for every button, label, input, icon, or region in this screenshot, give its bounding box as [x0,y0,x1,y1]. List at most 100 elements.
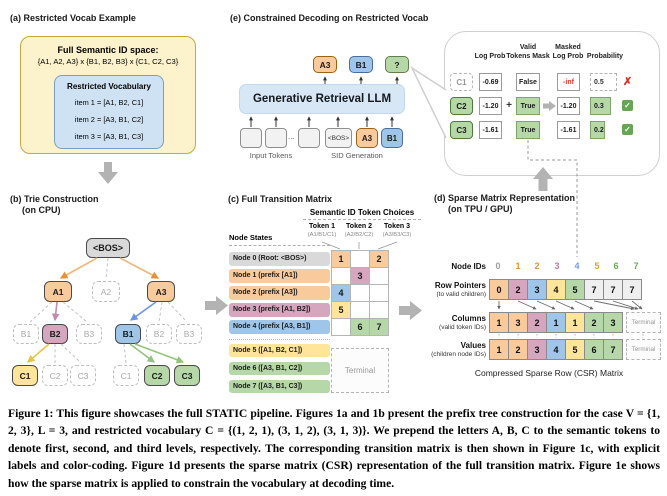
row-pointer-cell: 4 [547,280,565,299]
panel-c-title: (c) Full Transition Matrix [228,194,333,204]
trie-node-c3-left-inactive: C3 [70,365,96,386]
trie-node-b1-left-inactive: B1 [13,324,39,344]
row-pointers-array: 0 2 3 4 5 7 7 7 [489,279,642,300]
input-token-box-3 [298,128,320,148]
bubble-tail [410,65,447,139]
node-state-1: Node 1 (prefix [A1]) [229,269,330,283]
trie-edges [27,257,188,364]
node-state-7: Node 7 ([A3, B1, C3]) [229,380,330,393]
node-id-4: 4 [574,261,580,271]
values-cell: 2 [509,340,527,359]
row-pointer-cell: 2 [509,280,527,299]
columns-array: 1 3 2 1 1 2 3 [489,312,623,333]
columns-cell: 1 [547,313,565,332]
full-space-title: Full Semantic ID space: [57,45,159,55]
row-pointer-cell: 7 [604,280,622,299]
node-id-3: 3 [554,261,560,271]
values-sub: (children node IDs) [431,351,486,358]
node-id-2: 2 [534,261,540,271]
terminal-divider [229,339,330,340]
sid-generation-label: SID Generation [331,151,383,160]
columns-terminal-box: Terminal [626,312,661,333]
node-state-5: Node 5 ([A1, B2, C1]) [229,344,330,357]
row-pointer-cell: 3 [528,280,546,299]
node-state-2: Node 2 (prefix [A3]) [229,286,330,300]
values-terminal-box: Terminal [626,339,661,360]
node-id-7: 7 [633,261,639,271]
matrix-cell [351,302,369,318]
token-header-divider [303,219,421,220]
c3-mask: True [516,121,540,139]
matrix-cell: 1 [332,251,350,267]
trie-node-c1-right-inactive: C1 [113,365,139,386]
output-token-b1: B1 [349,56,373,73]
trie-node-a2-inactive: A2 [92,281,120,302]
probability-header: Probability [586,53,624,60]
row-pointer-cell: 7 [585,280,603,299]
columns-sub: (valid token IDs) [439,324,486,331]
restricted-vocabulary-box: Restricted Vocabulary item 1 = [A1, B2, … [54,75,164,149]
matrix-cell [370,268,388,284]
candidate-c3: C3 [450,121,473,139]
columns-cell: 2 [528,313,546,332]
trie-node-a3: A3 [147,281,175,302]
matrix-cell [370,302,388,318]
token-choices-header: Semantic ID Token Choices [309,208,415,217]
columns-cell: 3 [604,313,622,332]
row-pointers-sub: (to valid children) [436,291,487,298]
panel-d-title-line2: (on TPU / GPU) [448,204,513,214]
node-id-0: 0 [495,261,501,271]
trie-node-c2-left-inactive: C2 [42,365,68,386]
input-ellipsis: ... [288,132,295,141]
restricted-vocab-title: Restricted Vocabulary [67,82,151,91]
token2-sub: (A2/B2/C2) [344,232,374,238]
columns-label: Columns [451,314,486,323]
node-state-0: Node 0 (Root: <BOS>) [229,252,330,266]
row-pointer-cell: 7 [623,280,641,299]
c1-mask: False [516,73,540,91]
c2-masked-logprob: -1.20 [557,97,580,115]
panel-b-title-line2: (on CPU) [22,205,61,215]
token1-sub: (A1/B1/C1) [307,232,337,238]
matrix-cell [370,285,388,301]
csr-pointer-arrows [497,300,643,311]
node-state-3: Node 3 (prefix [A1, B2]) [229,303,330,317]
c2-mask: True [516,97,540,115]
c2-probability: 0.3 [590,97,611,115]
matrix-cell: 2 [370,251,388,267]
panel-a-title: (a) Restricted Vocab Example [10,13,136,23]
node-id-6: 6 [613,261,619,271]
input-token-box-1 [240,128,262,148]
node-state-6: Node 6 ([A3, B1, C2]) [229,362,330,375]
csr-dotted-connectors [498,334,644,338]
vocab-item-3: item 3 = [A3, B1, C3] [74,132,144,141]
c3-probability: 0.2 [590,121,605,139]
matrix-cell [351,251,369,267]
values-cell: 3 [528,340,546,359]
full-space-set: {A1, A2, A3} x {B1, B2, B3} x {C1, C2, C… [37,57,179,66]
c3-logprob: -1.61 [479,121,502,139]
panel-b-title-line1: (b) Trie Construction [10,194,99,204]
values-cell: 7 [604,340,622,359]
valid-mask-header-line1: Valid [519,44,537,51]
c1-probability: 0.5 [590,73,617,91]
candidate-c1: C1 [450,73,473,91]
token2-header: Token 2 [346,223,372,230]
columns-cell: 2 [585,313,603,332]
full-semantic-id-space-box: Full Semantic ID space: {A1, A2, A3} x {… [20,36,196,154]
trie-node-bos: <BOS> [86,238,130,258]
panel-d-title-line1: (d) Sparse Matrix Representation [434,193,576,203]
output-token-unknown: ? [385,56,409,73]
values-array: 1 2 3 4 5 6 7 [489,339,623,360]
node-states-label: Node States [229,233,273,242]
matrix-cell [332,319,350,335]
matrix-cell: 5 [332,302,350,318]
flow-arrow-b-to-c [205,296,228,315]
values-cell: 1 [490,340,508,359]
matrix-cell: 3 [351,268,369,284]
row-pointers-label: Row Pointers [434,281,486,290]
accepted-check-icon: ✓ [622,100,633,111]
token1-header: Token 1 [309,223,335,230]
csr-caption: Compressed Sparse Row (CSR) Matrix [474,368,624,378]
